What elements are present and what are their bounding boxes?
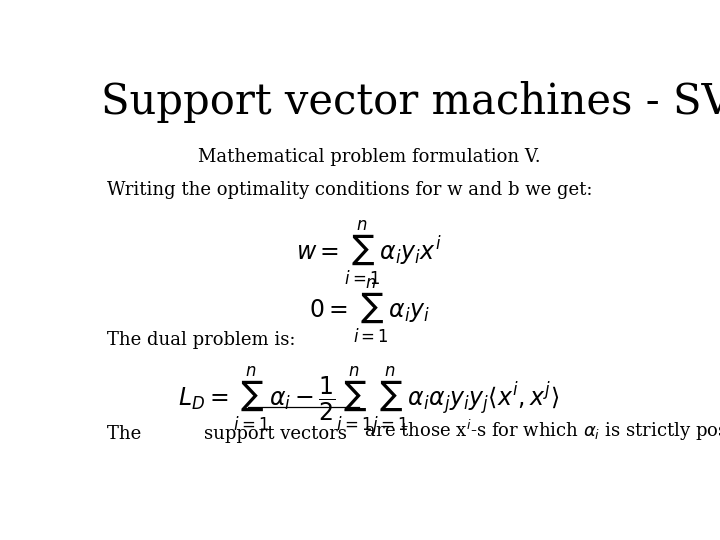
Text: $0 = \sum_{i=1}^{n} \alpha_i y_i$: $0 = \sum_{i=1}^{n} \alpha_i y_i$ — [309, 277, 429, 345]
Text: $w = \sum_{i=1}^{n} \alpha_i y_i x^i$: $w = \sum_{i=1}^{n} \alpha_i y_i x^i$ — [296, 219, 442, 287]
Text: Support vector machines - SVM VIII.: Support vector machines - SVM VIII. — [101, 82, 720, 124]
Text: Writing the optimality conditions for w and b we get:: Writing the optimality conditions for w … — [107, 181, 593, 199]
Text: $L_D = \sum_{i=1}^{n} \alpha_i - \dfrac{1}{2} \sum_{i=1}^{n} \sum_{j=1}^{n} \alp: $L_D = \sum_{i=1}^{n} \alpha_i - \dfrac{… — [179, 364, 559, 437]
Text: The: The — [107, 425, 147, 443]
Text: Mathematical problem formulation V.: Mathematical problem formulation V. — [198, 148, 540, 166]
Text: support vectors: support vectors — [204, 425, 346, 443]
Text: The dual problem is:: The dual problem is: — [107, 331, 295, 349]
Text: are those x$^i$-s for which $\alpha_i$ is strictly positive: are those x$^i$-s for which $\alpha_i$ i… — [359, 418, 720, 443]
